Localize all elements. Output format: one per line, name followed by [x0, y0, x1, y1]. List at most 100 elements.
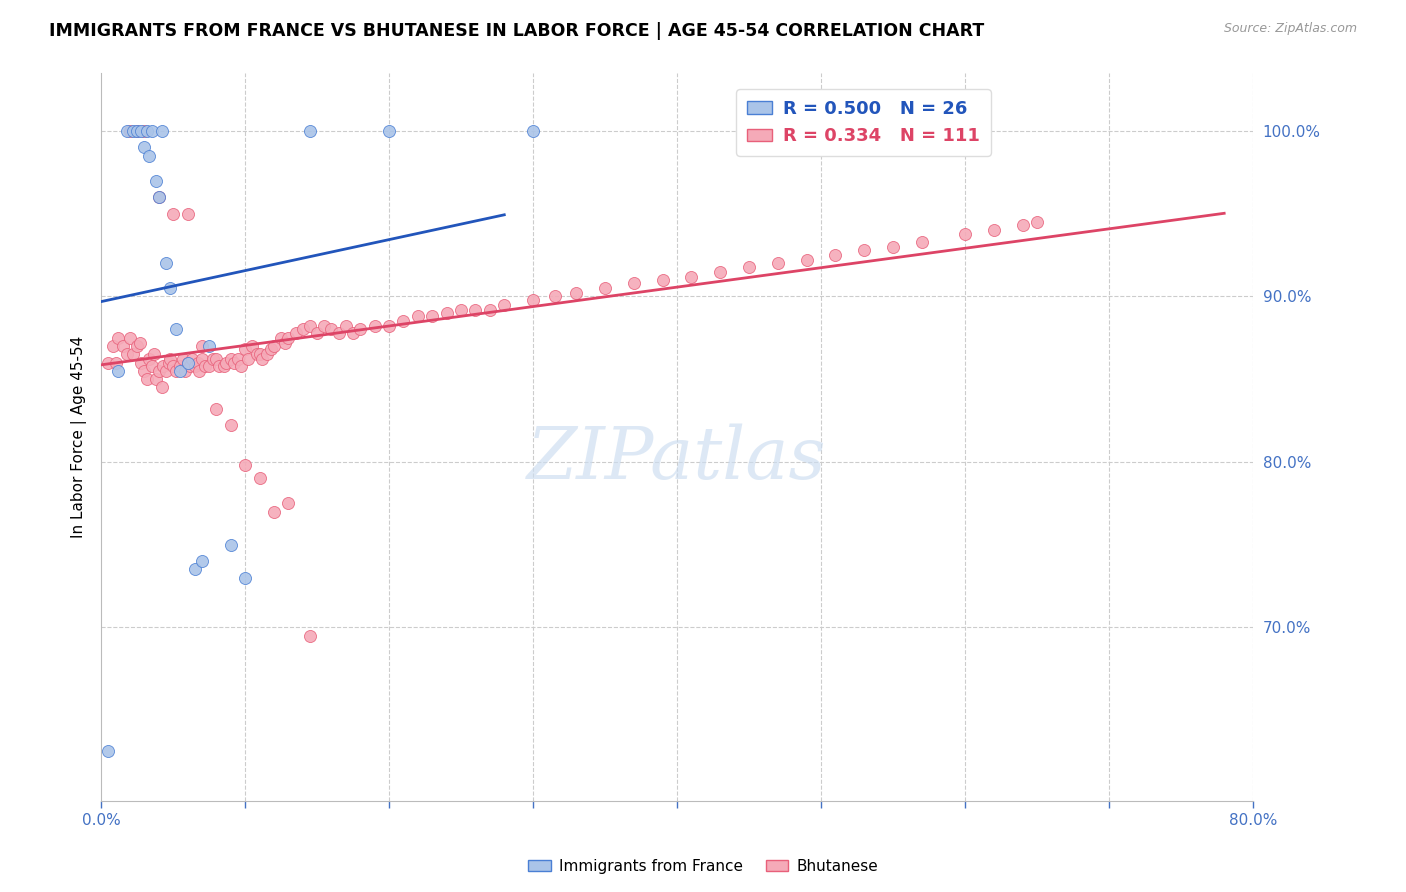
- Point: [191, 339, 214, 353]
- Point: [150, 380, 173, 394]
- Point: [478, 302, 501, 317]
- Point: [136, 124, 159, 138]
- Point: [240, 339, 263, 353]
- Point: [155, 256, 177, 270]
- Point: [1011, 219, 1033, 233]
- Point: [155, 364, 177, 378]
- Point: [709, 264, 731, 278]
- Point: [183, 359, 205, 373]
- Point: [342, 326, 364, 340]
- Point: [165, 322, 187, 336]
- Point: [233, 343, 256, 357]
- Point: [623, 276, 645, 290]
- Point: [219, 538, 242, 552]
- Point: [212, 359, 235, 373]
- Point: [202, 352, 225, 367]
- Point: [107, 331, 129, 345]
- Point: [157, 355, 180, 369]
- Point: [205, 401, 228, 416]
- Y-axis label: In Labor Force | Age 45-54: In Labor Force | Age 45-54: [72, 336, 87, 538]
- Point: [115, 347, 138, 361]
- Point: [270, 331, 292, 345]
- Point: [152, 359, 174, 373]
- Point: [853, 243, 876, 257]
- Point: [328, 326, 350, 340]
- Point: [464, 302, 486, 317]
- Point: [127, 124, 149, 138]
- Point: [233, 458, 256, 473]
- Point: [882, 240, 904, 254]
- Point: [215, 355, 238, 369]
- Point: [111, 339, 134, 353]
- Point: [205, 352, 228, 367]
- Point: [274, 335, 297, 350]
- Point: [494, 298, 516, 312]
- Point: [118, 331, 141, 345]
- Point: [148, 190, 170, 204]
- Point: [198, 339, 221, 353]
- Point: [208, 359, 231, 373]
- Point: [118, 124, 141, 138]
- Point: [522, 293, 544, 307]
- Point: [1026, 215, 1049, 229]
- Point: [198, 359, 221, 373]
- Point: [165, 364, 187, 378]
- Point: [134, 364, 156, 378]
- Point: [219, 418, 242, 433]
- Point: [522, 124, 544, 138]
- Point: [363, 319, 385, 334]
- Point: [169, 359, 191, 373]
- Point: [277, 496, 299, 510]
- Point: [256, 347, 278, 361]
- Point: [983, 223, 1005, 237]
- Point: [183, 562, 205, 576]
- Point: [127, 124, 149, 138]
- Point: [97, 355, 120, 369]
- Point: [260, 343, 283, 357]
- Point: [824, 248, 846, 262]
- Point: [136, 372, 159, 386]
- Point: [378, 319, 401, 334]
- Point: [544, 289, 567, 303]
- Point: [148, 190, 170, 204]
- Point: [236, 352, 259, 367]
- Point: [173, 364, 195, 378]
- Point: [263, 339, 285, 353]
- Point: [298, 629, 321, 643]
- Point: [651, 273, 673, 287]
- Point: [681, 269, 703, 284]
- Point: [134, 140, 156, 154]
- Point: [169, 364, 191, 378]
- Point: [911, 235, 934, 249]
- Point: [180, 352, 202, 367]
- Point: [420, 310, 443, 324]
- Point: [796, 252, 818, 267]
- Point: [194, 359, 217, 373]
- Point: [176, 355, 198, 369]
- Point: [953, 227, 976, 241]
- Point: [593, 281, 616, 295]
- Point: [131, 124, 153, 138]
- Point: [115, 124, 138, 138]
- Point: [226, 352, 249, 367]
- Point: [298, 124, 321, 138]
- Point: [141, 124, 163, 138]
- Legend: Immigrants from France, Bhutanese: Immigrants from France, Bhutanese: [522, 853, 884, 880]
- Text: Source: ZipAtlas.com: Source: ZipAtlas.com: [1223, 22, 1357, 36]
- Point: [150, 124, 173, 138]
- Point: [143, 347, 166, 361]
- Point: [392, 314, 415, 328]
- Point: [738, 260, 761, 274]
- Point: [134, 124, 156, 138]
- Point: [131, 355, 153, 369]
- Point: [252, 352, 274, 367]
- Point: [176, 207, 198, 221]
- Point: [291, 322, 314, 336]
- Point: [159, 281, 181, 295]
- Point: [565, 286, 588, 301]
- Point: [766, 256, 789, 270]
- Point: [229, 359, 252, 373]
- Point: [138, 352, 160, 367]
- Point: [148, 364, 170, 378]
- Point: [219, 352, 242, 367]
